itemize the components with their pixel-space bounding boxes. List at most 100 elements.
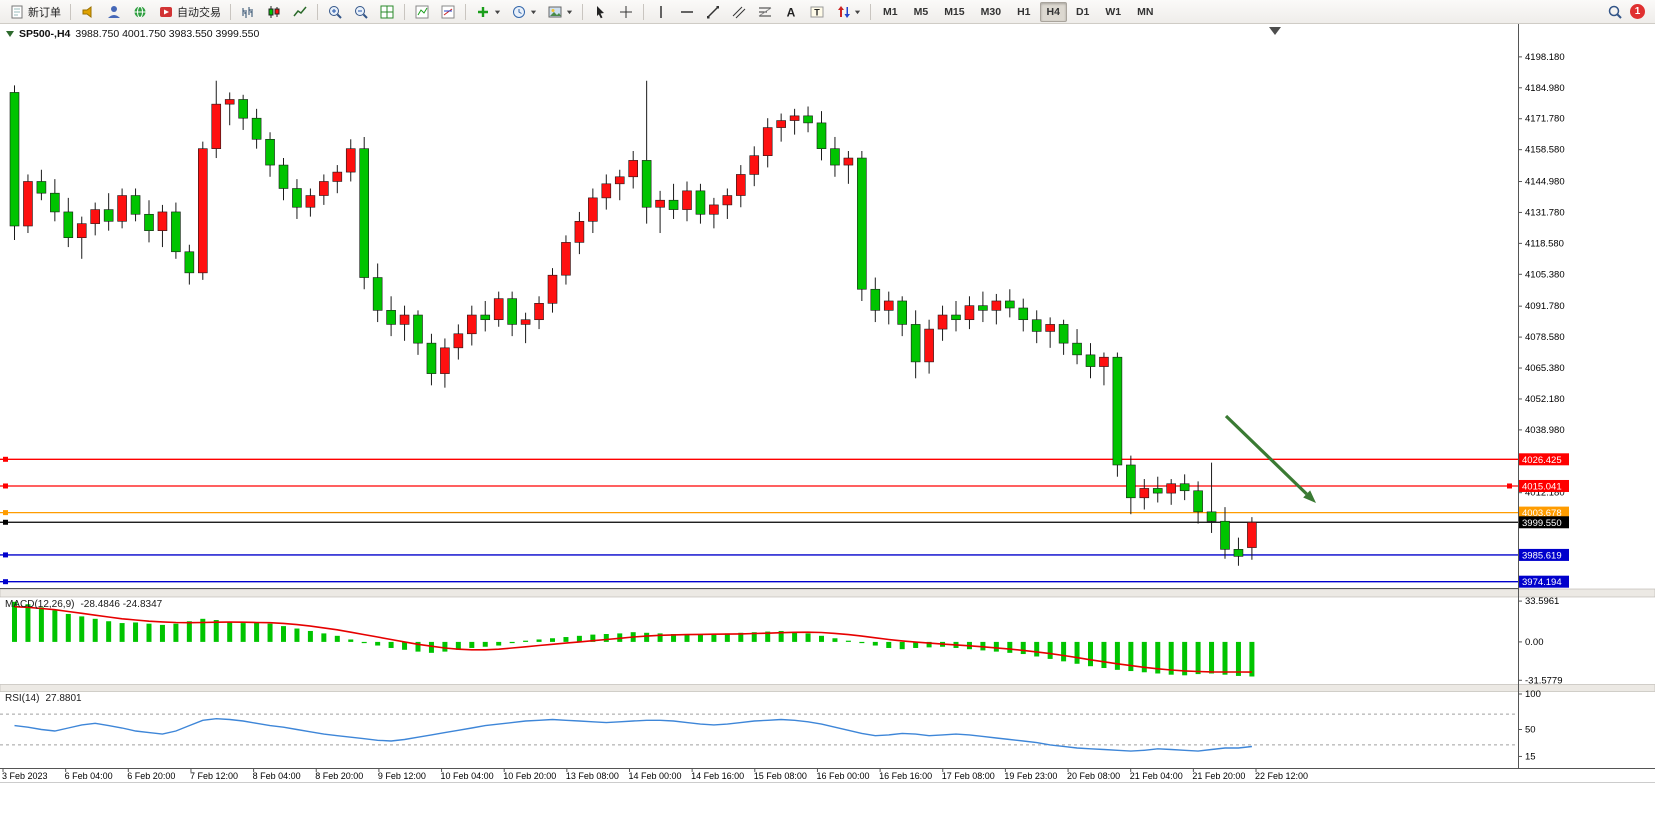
zoom-out-button[interactable] <box>348 1 374 23</box>
macd-bar <box>146 623 152 642</box>
timeframe-M15[interactable]: M15 <box>944 5 965 18</box>
line-handle[interactable] <box>3 519 8 525</box>
macd-bar <box>1128 641 1134 672</box>
user-button[interactable] <box>101 1 127 23</box>
separator <box>404 3 405 20</box>
macd-bar <box>1249 641 1255 677</box>
separator <box>317 3 318 20</box>
horizontal-line-tool[interactable] <box>674 1 700 23</box>
text-tool[interactable]: A <box>778 1 804 23</box>
timeframe-menu-button[interactable] <box>506 1 542 23</box>
timeframe-H4[interactable]: H4 <box>1039 1 1067 22</box>
macd-bar <box>523 640 529 642</box>
timeframe-M5[interactable]: M5 <box>913 5 929 18</box>
tile-windows-icon <box>380 5 394 18</box>
x-axis-label: 21 Feb 04:00 <box>1130 771 1183 781</box>
zoom-in-button[interactable] <box>322 1 348 23</box>
search-button[interactable] <box>1602 1 1628 23</box>
macd-scale-label: -31.5779 <box>1525 675 1563 686</box>
trendline-tool[interactable] <box>700 1 726 23</box>
macd-bar <box>805 633 811 642</box>
macd-bar <box>281 626 286 642</box>
y-tick-label: 4184.980 <box>1525 83 1565 94</box>
macd-signal-line <box>14 605 1252 673</box>
candle <box>534 303 544 321</box>
template-button[interactable] <box>542 1 578 23</box>
autotrading-icon <box>160 6 172 17</box>
candle <box>883 300 894 311</box>
annotation-arrow[interactable] <box>1224 414 1308 496</box>
annotation-arrow-head[interactable] <box>1303 490 1316 503</box>
announcement-button[interactable] <box>75 1 101 23</box>
new-order-button[interactable]: 新订单 <box>4 1 66 23</box>
panel-divider[interactable] <box>0 684 1655 692</box>
add-indicator-button[interactable] <box>470 1 506 23</box>
line-handle[interactable] <box>3 510 8 516</box>
macd-bar <box>1061 641 1067 662</box>
channel-tool[interactable] <box>726 1 752 23</box>
objects-list-button[interactable] <box>435 1 461 23</box>
macd-bar <box>644 632 650 642</box>
candle <box>117 195 127 222</box>
cursor-tool-button[interactable] <box>587 1 613 23</box>
macd-bar <box>738 632 744 642</box>
vertical-line-tool[interactable] <box>648 1 674 23</box>
chart-shift-icon[interactable] <box>1269 27 1281 35</box>
y-tick-label: 4158.580 <box>1525 145 1565 156</box>
arrow-tool-button[interactable] <box>830 1 866 23</box>
macd-bar <box>469 641 475 648</box>
line-handle[interactable] <box>3 579 8 585</box>
candle <box>480 314 491 321</box>
macd-bar <box>832 638 838 642</box>
tile-windows-button[interactable] <box>374 1 400 23</box>
text-icon: A <box>787 5 796 19</box>
x-axis-label: 8 Feb 20:00 <box>315 771 363 781</box>
candle <box>762 127 773 156</box>
panel-divider[interactable] <box>0 588 1655 598</box>
line-handle[interactable] <box>3 552 8 558</box>
rsi-scale-label: 50 <box>1525 725 1536 736</box>
x-axis-label: 8 Feb 04:00 <box>253 771 301 781</box>
arrow-tool-icon <box>838 5 850 18</box>
timeframe-MN[interactable]: MN <box>1137 5 1154 18</box>
candlestick-button[interactable] <box>261 1 287 23</box>
macd-bar <box>52 610 58 642</box>
candle <box>547 274 558 304</box>
price-tag-label: 4003.678 <box>1522 508 1562 519</box>
candle <box>157 211 168 231</box>
line-chart-button[interactable] <box>287 1 313 23</box>
timeframe-D1[interactable]: D1 <box>1075 5 1090 18</box>
timeframe-H1[interactable]: H1 <box>1017 5 1031 18</box>
timeframe-M1[interactable]: M1 <box>883 5 898 18</box>
notification-badge[interactable]: 1 <box>1630 4 1645 19</box>
line-handle[interactable] <box>3 456 8 462</box>
candle <box>1018 307 1029 321</box>
line-handle[interactable] <box>1507 483 1512 489</box>
macd-bar <box>550 638 555 642</box>
candle <box>386 310 396 325</box>
timeframe-W1[interactable]: W1 <box>1105 5 1122 18</box>
fibonacci-tool[interactable] <box>752 1 778 23</box>
community-button[interactable] <box>127 1 153 23</box>
macd-bar <box>294 628 300 642</box>
macd-bar <box>375 641 381 646</box>
macd-bar <box>913 641 919 648</box>
toolbar: 新订单 自动交易 <box>0 0 1655 24</box>
indicators-button[interactable] <box>409 1 435 23</box>
separator <box>582 3 583 20</box>
crosshair-tool-button[interactable] <box>613 1 639 23</box>
rsi-name: RSI(14) <box>5 693 40 704</box>
text-label-tool[interactable]: T <box>804 1 830 23</box>
macd-bar <box>307 630 313 642</box>
candle <box>1004 300 1015 309</box>
line-handle[interactable] <box>3 483 8 489</box>
auto-trading-button[interactable]: 自动交易 <box>153 1 226 23</box>
bar-chart-button[interactable] <box>235 1 261 23</box>
macd-bar <box>455 641 461 650</box>
auto-trading-label: 自动交易 <box>177 6 221 19</box>
candle <box>50 192 60 213</box>
timeframe-M30[interactable]: M30 <box>980 5 1002 18</box>
macd-bar <box>321 633 327 642</box>
candle <box>964 305 975 321</box>
macd-bar <box>1195 641 1201 675</box>
